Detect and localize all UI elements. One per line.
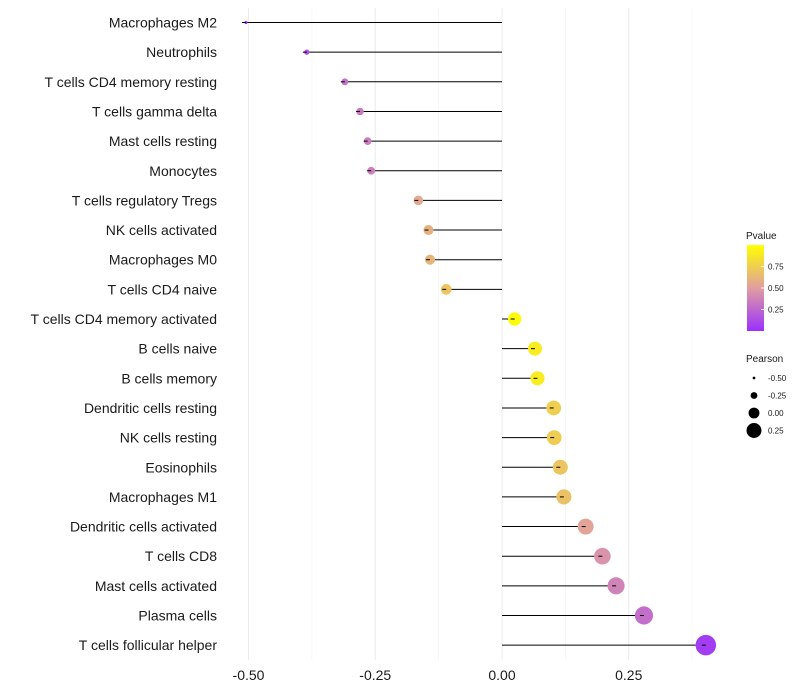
category-label: Dendritic cells resting [84,400,217,416]
category-label: B cells memory [121,370,217,386]
pvalue-colorbar [747,245,764,331]
category-label: T cells CD4 naive [108,281,218,297]
category-label: NK cells activated [106,222,217,238]
data-point [367,166,376,175]
category-label: Eosinophils [145,459,217,475]
category-label: T cells CD4 memory resting [45,74,217,90]
pvalue-legend-title: Pvalue [746,231,777,242]
category-label: Dendritic cells activated [70,519,217,535]
category-label: Macrophages M1 [109,489,217,505]
colorbar-tick-label: 0.50 [768,284,784,293]
category-label: Neutrophils [146,44,217,60]
x-tick-label: 0.00 [488,667,515,683]
size-legend-dot [748,407,760,419]
x-tick-label: -0.25 [359,667,391,683]
x-axis-ticks: -0.50 -0.25 0.00 0.25 [233,667,643,683]
size-legend-dot [746,423,762,438]
category-label: T cells regulatory Tregs [72,192,217,208]
size-legend-label: 0.25 [768,427,784,436]
size-legend-label: -0.50 [768,374,787,383]
size-legend-label: -0.25 [768,392,787,401]
category-label: NK cells resting [120,430,217,446]
size-legend-label: 0.00 [768,409,784,418]
category-label: T cells follicular helper [79,637,218,653]
data-point [634,606,654,625]
category-label: Mast cells resting [109,133,217,149]
category-label: Macrophages M0 [109,252,217,268]
size-legend-dot [750,392,758,399]
pearson-legend-title: Pearson [746,354,783,365]
category-labels: Macrophages M2 Neutrophils T cells CD4 mem… [31,15,218,654]
category-label: T cells gamma delta [92,103,217,119]
colorbar-tick-label: 0.25 [768,306,784,315]
size-legend-dot [752,376,756,380]
category-label: Macrophages M2 [109,15,217,31]
grid [248,8,693,660]
category-label: B cells naive [138,341,217,357]
category-label: Plasma cells [138,608,217,624]
legends: Pvalue 0.25 0.50 0.75 Pearson -0.50 -0.25 0.00 0… [746,231,787,438]
stems [245,22,706,646]
category-label: T cells CD4 memory activated [31,311,217,327]
colorbar-tick-label: 0.75 [768,263,784,272]
data-point [363,137,372,145]
points [241,20,717,656]
category-label: Mast cells activated [95,578,217,594]
x-tick-label: 0.25 [615,667,642,683]
data-point [607,577,625,595]
category-label: Monocytes [149,163,217,179]
category-label: T cells CD8 [145,548,217,564]
x-tick-label: -0.50 [233,667,265,683]
